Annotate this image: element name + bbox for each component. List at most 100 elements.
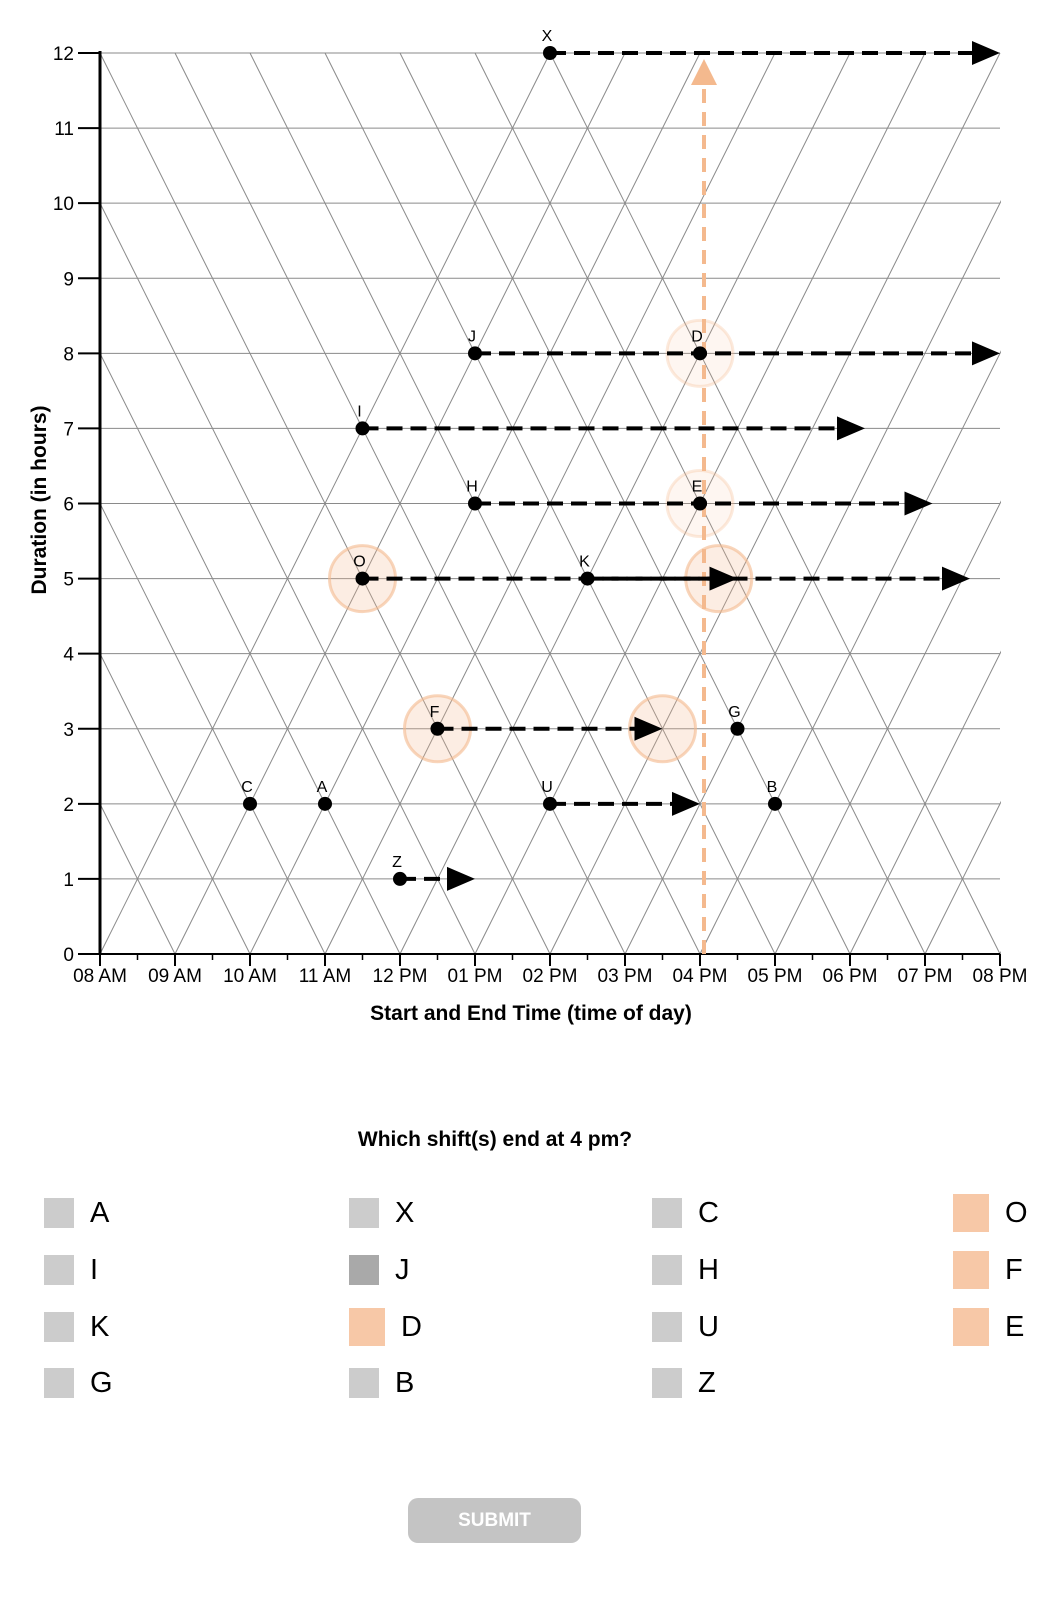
option-f[interactable]: F xyxy=(953,1250,1023,1290)
option-checkbox[interactable] xyxy=(44,1198,74,1228)
option-checkbox[interactable] xyxy=(652,1368,682,1398)
point-b xyxy=(768,796,782,811)
point-g xyxy=(730,721,745,736)
point-label-c: C xyxy=(241,779,253,796)
grid-line-diag xyxy=(100,52,551,955)
y-tick-label: 12 xyxy=(53,44,74,65)
option-checkbox[interactable] xyxy=(349,1368,379,1398)
point-x xyxy=(543,46,557,60)
option-checkbox[interactable] xyxy=(44,1255,74,1285)
option-label: F xyxy=(1005,1253,1023,1286)
point-label-e: E xyxy=(692,479,703,496)
x-tick-label: 05 PM xyxy=(748,966,803,987)
option-a[interactable]: A xyxy=(44,1193,109,1233)
reference-line-4pm xyxy=(691,59,717,954)
option-checkbox[interactable] xyxy=(44,1368,74,1398)
option-o[interactable]: O xyxy=(953,1193,1028,1233)
option-checkbox[interactable] xyxy=(953,1308,989,1346)
point-e xyxy=(693,496,707,511)
point-c xyxy=(243,796,257,811)
option-label: B xyxy=(395,1366,415,1399)
chart-arrows xyxy=(362,41,1000,891)
option-checkbox[interactable] xyxy=(953,1251,989,1289)
x-tick-label: 03 PM xyxy=(598,966,653,987)
option-checkbox[interactable] xyxy=(349,1198,379,1228)
option-checkbox[interactable] xyxy=(349,1308,385,1346)
point-label-o: O xyxy=(353,554,365,571)
x-tick-label: 06 PM xyxy=(823,966,878,987)
option-j[interactable]: J xyxy=(349,1250,410,1290)
y-tick-label: 8 xyxy=(63,344,74,365)
point-j xyxy=(468,346,482,361)
option-label: H xyxy=(698,1253,719,1286)
point-a xyxy=(318,796,332,811)
option-i[interactable]: I xyxy=(44,1250,98,1290)
option-label: I xyxy=(90,1253,99,1286)
option-label: C xyxy=(698,1196,719,1229)
point-o xyxy=(355,571,370,586)
option-h[interactable]: H xyxy=(652,1250,719,1290)
point-label-i: I xyxy=(357,403,361,420)
option-u[interactable]: U xyxy=(652,1307,719,1347)
option-g[interactable]: G xyxy=(44,1363,113,1403)
option-label: A xyxy=(90,1196,110,1229)
y-tick-label: 9 xyxy=(63,269,74,290)
option-c[interactable]: C xyxy=(652,1193,719,1233)
point-label-a: A xyxy=(317,779,328,796)
y-tick-label: 3 xyxy=(63,720,74,741)
reference-arrowhead xyxy=(691,59,717,85)
option-checkbox[interactable] xyxy=(349,1255,379,1285)
y-tick-label: 7 xyxy=(63,419,74,440)
option-k[interactable]: K xyxy=(44,1307,109,1347)
y-tick-label: 0 xyxy=(63,945,74,966)
point-label-f: F xyxy=(430,704,440,721)
point-label-b: B xyxy=(767,779,778,796)
arrow-head xyxy=(672,791,700,816)
grid-line-diag xyxy=(924,800,1001,955)
option-e[interactable]: E xyxy=(953,1307,1024,1347)
x-tick-label: 10 AM xyxy=(223,966,277,987)
arrow-head xyxy=(709,566,738,591)
option-label: X xyxy=(395,1196,415,1229)
option-checkbox[interactable] xyxy=(953,1194,989,1232)
x-tick-label: 04 PM xyxy=(673,966,728,987)
point-h xyxy=(468,496,482,511)
question-text: Which shift(s) end at 4 pm? xyxy=(357,1128,633,1151)
option-x[interactable]: X xyxy=(349,1193,414,1233)
option-label: G xyxy=(90,1366,113,1399)
submit-button[interactable]: SUBMIT xyxy=(408,1498,581,1543)
option-checkbox[interactable] xyxy=(652,1312,682,1342)
point-z xyxy=(393,871,407,886)
chart-points: X J D I H E O K F G C A U B Z xyxy=(241,28,782,886)
y-axis-title: Duration (in hours) xyxy=(28,406,51,595)
arrow-head xyxy=(942,566,970,591)
x-tick-label: 08 PM xyxy=(973,966,1028,987)
option-checkbox[interactable] xyxy=(652,1198,682,1228)
arrow-head xyxy=(904,491,933,516)
option-checkbox[interactable] xyxy=(44,1312,74,1342)
point-label-j: J xyxy=(468,328,476,345)
option-label: D xyxy=(401,1310,422,1343)
option-b[interactable]: B xyxy=(349,1363,414,1403)
option-label: K xyxy=(90,1310,110,1343)
option-z[interactable]: Z xyxy=(652,1363,716,1403)
point-label-u: U xyxy=(541,779,553,796)
y-tick-label: 5 xyxy=(63,570,74,591)
grid-line-diag xyxy=(100,652,251,955)
arrow-head xyxy=(972,341,1000,366)
point-label-h: H xyxy=(466,479,478,496)
point-f xyxy=(430,721,445,736)
y-tick-label: 10 xyxy=(53,194,74,215)
point-u xyxy=(543,796,557,811)
x-axis-title: Start and End Time (time of day) xyxy=(370,1002,692,1025)
x-tick-label: 09 AM xyxy=(148,966,202,987)
y-tick-label: 11 xyxy=(54,119,74,140)
option-checkbox[interactable] xyxy=(652,1255,682,1285)
y-tick-label: 6 xyxy=(63,495,74,516)
arrow-head xyxy=(447,866,475,891)
arrow-head xyxy=(634,716,663,741)
option-d[interactable]: D xyxy=(349,1307,422,1347)
grid-line-diag xyxy=(999,950,1001,955)
